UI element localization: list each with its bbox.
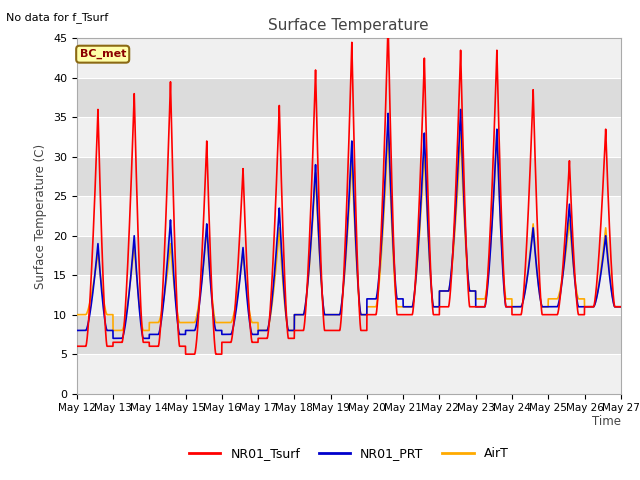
- Legend: NR01_Tsurf, NR01_PRT, AirT: NR01_Tsurf, NR01_PRT, AirT: [184, 443, 513, 466]
- Y-axis label: Surface Temperature (C): Surface Temperature (C): [35, 144, 47, 288]
- Bar: [77, 275, 621, 315]
- X-axis label: Time: Time: [592, 415, 621, 428]
- Text: No data for f_Tsurf: No data for f_Tsurf: [6, 12, 109, 23]
- Bar: [77, 354, 621, 394]
- Bar: [77, 38, 621, 78]
- Text: BC_met: BC_met: [79, 49, 126, 60]
- Title: Surface Temperature: Surface Temperature: [269, 18, 429, 33]
- Bar: [77, 196, 621, 236]
- Bar: [77, 117, 621, 157]
